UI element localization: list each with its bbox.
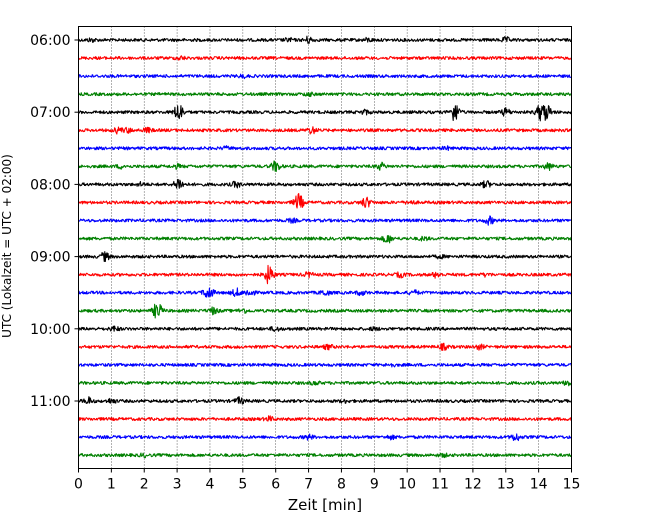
trace-0630: [78, 73, 572, 80]
x-tick-label: 9: [370, 477, 379, 493]
x-tick-label: 3: [173, 477, 182, 493]
y-tick-label: 09:00: [30, 250, 70, 266]
trace-1100: [77, 396, 573, 405]
trace-0930: [77, 287, 573, 298]
trace-0600: [78, 35, 572, 44]
y-axis-label: UTC (Lokalzeit = UTC + 02:00): [0, 154, 14, 338]
trace-0900: [78, 251, 572, 262]
trace-0745: [78, 160, 572, 173]
trace-1145: [78, 452, 572, 459]
x-tick-label: 1: [107, 477, 116, 493]
y-axis-ticks: 06:00 07:00 08:00 09:00 10:00 11:00: [30, 33, 79, 410]
y-tick-label: 07:00: [30, 105, 70, 121]
y-tick-label: 08:00: [30, 177, 70, 193]
trace-0945: [78, 303, 572, 319]
x-tick-label: 2: [140, 477, 149, 493]
x-tick-label: 7: [304, 477, 313, 493]
seismic-traces: [77, 35, 573, 459]
y-tick-label: 10:00: [30, 322, 70, 338]
x-tick-label: 0: [74, 477, 83, 493]
x-tick-label: 4: [206, 477, 215, 493]
trace-0915: [77, 264, 573, 285]
y-tick-label: 06:00: [30, 33, 70, 49]
x-tick-label: 6: [271, 477, 280, 493]
trace-1030: [78, 362, 573, 368]
trace-0730: [77, 145, 573, 152]
trace-0815: [78, 192, 572, 209]
x-axis-ticks: 0 1 2 3 4 5 6 7 8 9 10 11 12 13 14 15: [74, 468, 581, 493]
trace-0615: [78, 55, 572, 61]
trace-1115: [77, 415, 573, 422]
trace-0845: [78, 235, 573, 244]
x-tick-label: 12: [464, 477, 482, 493]
trace-0800: [78, 178, 572, 189]
trace-1000: [77, 325, 573, 332]
trace-1015: [77, 342, 573, 352]
x-tick-label: 15: [563, 477, 581, 493]
x-tick-label: 8: [337, 477, 346, 493]
y-tick-label: 11:00: [30, 394, 70, 410]
trace-0700: [78, 105, 573, 122]
x-tick-label: 11: [431, 477, 449, 493]
trace-1130: [77, 433, 572, 442]
x-tick-label: 13: [497, 477, 515, 493]
x-tick-label: 5: [238, 477, 247, 493]
trace-1045: [78, 380, 573, 387]
x-tick-label: 10: [398, 477, 416, 493]
trace-0715: [78, 126, 572, 135]
x-tick-label: 14: [530, 477, 548, 493]
plot-frame: [78, 26, 572, 469]
trace-0830: [78, 215, 572, 226]
trace-0645: [78, 91, 572, 98]
x-axis-label: Zeit [min]: [288, 496, 362, 514]
